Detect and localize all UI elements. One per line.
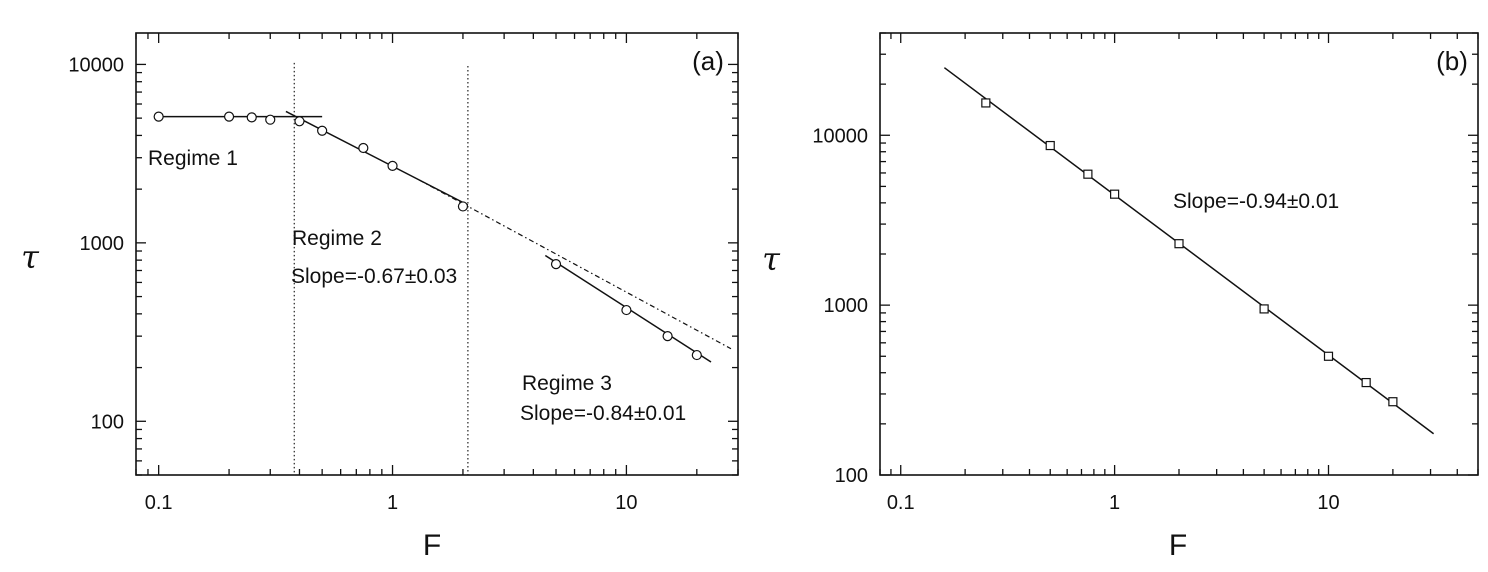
x-axis-title: F <box>1169 529 1187 562</box>
data-point <box>246 112 257 123</box>
x-tick-label: 1 <box>1109 492 1120 514</box>
x-tick-label: 0.1 <box>145 492 173 514</box>
data-point <box>1174 239 1184 249</box>
data-point <box>265 114 276 125</box>
data-point <box>621 304 632 316</box>
annotation-slope: Slope=-0.94±0.01 <box>1173 190 1339 213</box>
data-point <box>1259 304 1269 314</box>
panel-b: 0.1 1 10 100 1000 10000 Fτ (b) Slope=-0.94±0.01 <box>762 32 1479 562</box>
data-point <box>1110 189 1120 199</box>
data-point <box>691 349 702 361</box>
x-tick-label: 0.1 <box>887 492 915 514</box>
panel-label: (b) <box>1436 46 1468 76</box>
data-point <box>1388 397 1398 407</box>
panel-label: (a) <box>692 46 724 76</box>
y-tick-label: 100 <box>91 411 124 433</box>
panel-a: 0.1 1 10 100 1000 10000 Fτ (a) Regime 1 Regime 2 S… <box>21 32 739 562</box>
data-point <box>1361 377 1371 388</box>
annotation-regime2: Regime 2 <box>292 227 382 250</box>
y-tick-label: 10000 <box>68 54 124 76</box>
fit-line <box>943 67 1435 435</box>
x-tick-label: 10 <box>615 492 637 514</box>
fit-line <box>418 179 732 350</box>
annotation-slope3: Slope=-0.84±0.01 <box>520 402 686 425</box>
annotation-regime3: Regime 3 <box>522 372 612 395</box>
data-point <box>317 125 328 136</box>
y-tick-label: 100 <box>835 465 868 487</box>
data-point <box>294 116 305 127</box>
y-tick-label: 1000 <box>824 295 869 317</box>
data-point <box>387 160 398 171</box>
y-tick-label: 10000 <box>812 125 868 147</box>
plot-frame <box>135 32 739 476</box>
annotation-slope2: Slope=-0.67±0.03 <box>291 265 457 288</box>
x-axis-title: F <box>423 529 441 562</box>
data-point <box>358 142 369 154</box>
plot-frame <box>879 32 1479 476</box>
data-point <box>981 98 991 108</box>
data-point <box>1045 140 1055 151</box>
data-point <box>457 201 469 212</box>
data-point <box>550 259 562 270</box>
y-axis-title: τ <box>21 238 40 276</box>
y-tick-label: 1000 <box>80 233 125 255</box>
data-point <box>1083 169 1093 179</box>
data-point <box>1323 351 1334 361</box>
x-tick-label: 1 <box>387 492 398 514</box>
y-axis-title: τ <box>762 240 781 278</box>
data-point <box>662 331 673 342</box>
data-point <box>223 111 235 122</box>
fit-line <box>285 110 469 206</box>
data-point <box>153 111 164 122</box>
annotation-regime1: Regime 1 <box>148 147 238 170</box>
x-tick-label: 10 <box>1317 492 1339 514</box>
